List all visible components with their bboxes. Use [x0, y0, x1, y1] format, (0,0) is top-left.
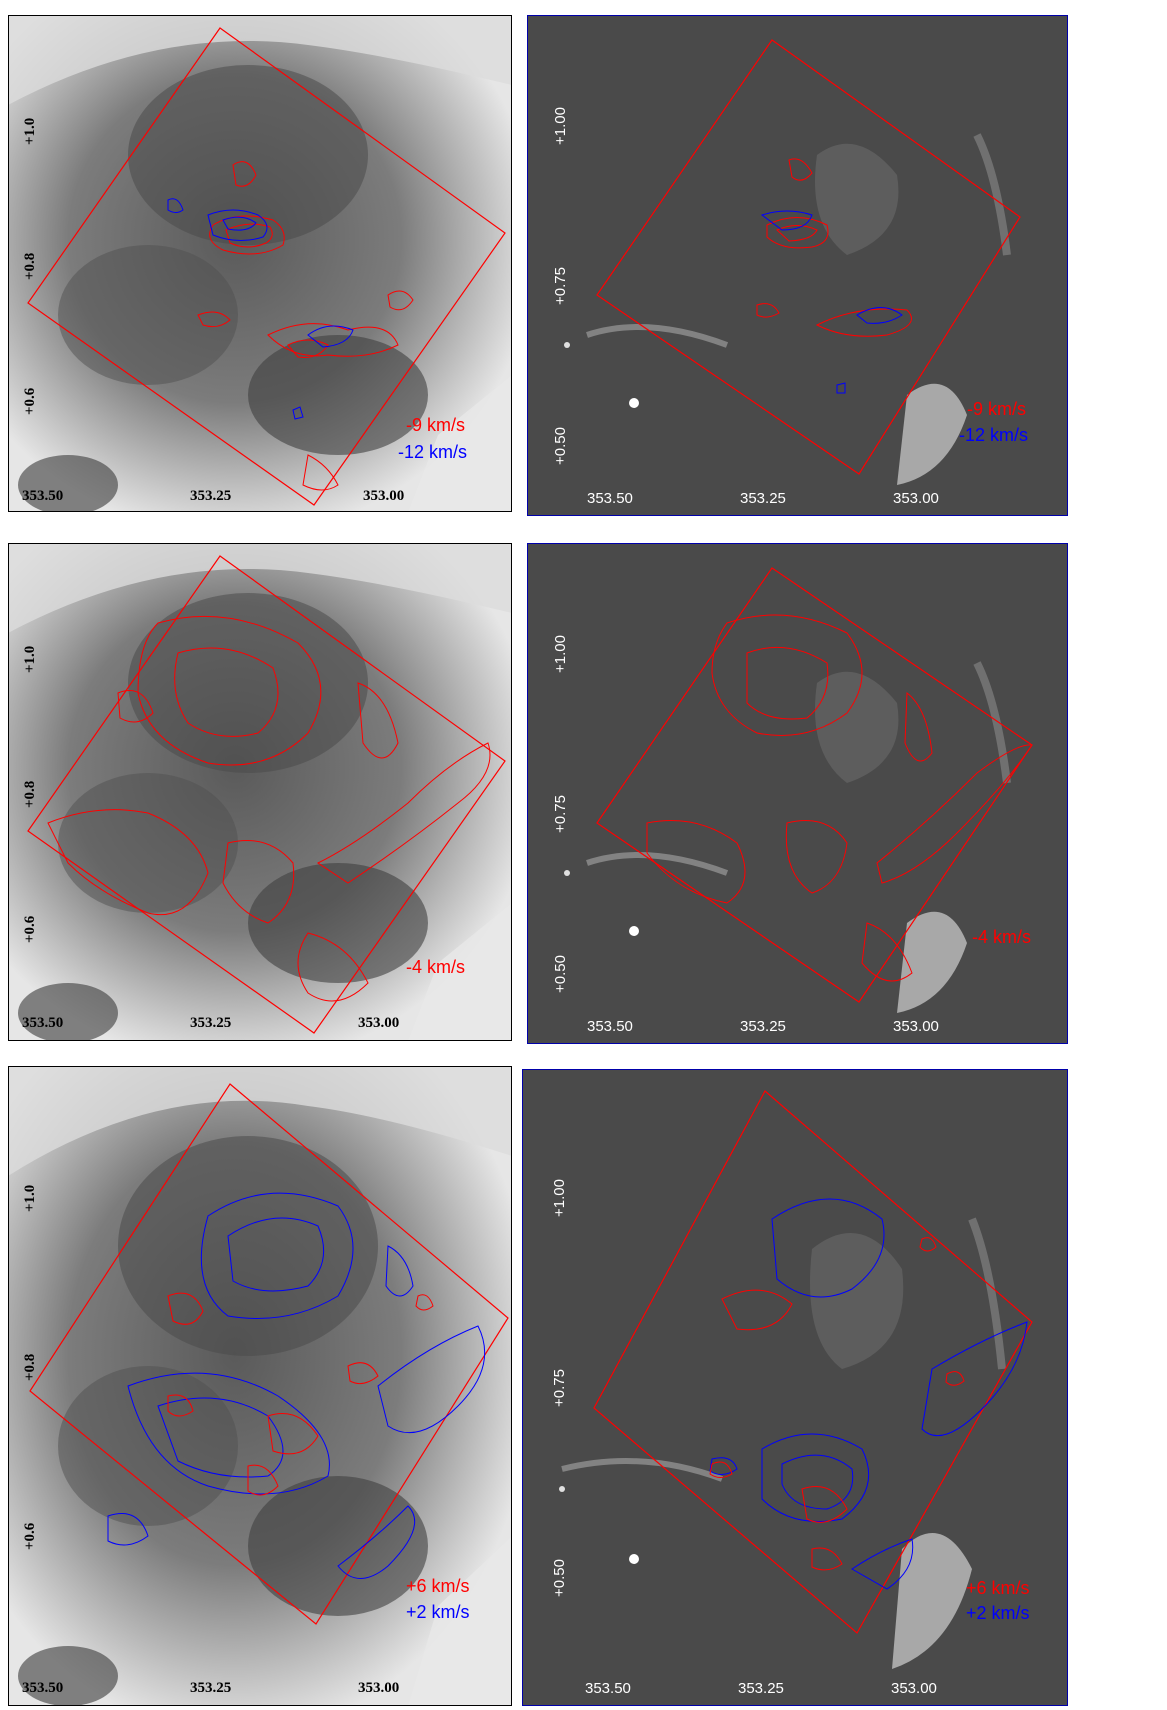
panel-row2-left: 353.50 353.25 353.00 +1.0 +0.8 +0.6 -4 k… [8, 543, 512, 1041]
red-contours [646, 614, 1033, 982]
y-tick-label: +0.8 [22, 253, 38, 280]
velocity-label-red: -4 km/s [972, 927, 1031, 947]
x-tick-label: 353.00 [893, 490, 939, 507]
survey-box [593, 1090, 1033, 1634]
infrared-map-row1: 353.50 353.25 353.00 +1.00 +0.75 +0.50 -… [527, 15, 1068, 516]
x-tick-label: 353.50 [22, 1680, 63, 1696]
optical-map-row1: 353.50 353.25 353.00 +1.0 +0.8 +0.6 -9 k… [8, 15, 512, 512]
velocity-label-red: -4 km/s [406, 957, 465, 977]
plot-frame [527, 15, 1068, 516]
infrared-background [522, 1069, 1068, 1706]
y-tick-label: +1.00 [552, 107, 569, 145]
panel-row1-left: 353.50 353.25 353.00 +1.0 +0.8 +0.6 -9 k… [8, 15, 512, 512]
panel-row2-right: 353.50 353.25 353.00 +1.00 +0.75 +0.50 -… [527, 543, 1068, 1044]
y-tick-label: +0.50 [551, 1559, 568, 1597]
x-tick-label: 353.50 [22, 1015, 63, 1031]
optical-map-row2: 353.50 353.25 353.00 +1.0 +0.8 +0.6 -4 k… [8, 543, 512, 1041]
y-tick-label: +1.0 [22, 646, 38, 673]
x-tick-label: 353.00 [893, 1018, 939, 1035]
blue-contours [107, 1192, 486, 1579]
y-tick-label: +1.00 [551, 1179, 568, 1217]
blue-contours [709, 1198, 1028, 1590]
red-contours [756, 158, 912, 337]
optical-map-row3: 353.50 353.25 353.00 +1.0 +0.8 +0.6 +6 k… [8, 1066, 512, 1706]
velocity-label-red: +6 km/s [966, 1578, 1030, 1598]
plot-frame [522, 1069, 1068, 1706]
survey-box [27, 555, 506, 1034]
x-tick-label: 353.25 [740, 490, 786, 507]
y-tick-label: +0.6 [22, 915, 38, 943]
x-tick-label: 353.00 [358, 1680, 399, 1696]
y-tick-label: +0.75 [552, 795, 569, 833]
velocity-label-red: -9 km/s [967, 399, 1026, 419]
red-contours [167, 1292, 434, 1496]
y-tick-label: +1.00 [552, 635, 569, 673]
x-tick-label: 353.50 [587, 1018, 633, 1035]
y-tick-label: +0.75 [551, 1369, 568, 1407]
x-tick-label: 353.25 [190, 488, 231, 504]
x-tick-label: 353.00 [363, 488, 404, 504]
blue-contours [167, 198, 354, 420]
plot-frame [527, 543, 1068, 1044]
x-tick-label: 353.25 [740, 1018, 786, 1035]
survey-box [596, 567, 1033, 1003]
survey-box [29, 1083, 509, 1625]
y-tick-label: +1.0 [22, 1185, 38, 1212]
y-tick-label: +0.75 [552, 267, 569, 305]
x-tick-label: 353.50 [22, 488, 63, 504]
panel-row1-right: 353.50 353.25 353.00 +1.00 +0.75 +0.50 -… [527, 15, 1068, 516]
panel-row3-left: 353.50 353.25 353.00 +1.0 +0.8 +0.6 +6 k… [8, 1066, 512, 1706]
blue-contours [760, 210, 903, 394]
velocity-label-blue: -12 km/s [959, 425, 1028, 445]
red-contours [197, 161, 414, 491]
y-tick-label: +0.50 [552, 955, 569, 993]
y-tick-label: +0.6 [22, 1522, 38, 1550]
red-contours [47, 615, 491, 1002]
x-tick-label: 353.25 [738, 1680, 784, 1697]
x-tick-label: 353.50 [585, 1680, 631, 1697]
infrared-map-row3: 353.50 353.25 353.00 +1.00 +0.75 +0.50 +… [522, 1069, 1068, 1706]
panel-row3-right: 353.50 353.25 353.00 +1.00 +0.75 +0.50 +… [522, 1069, 1068, 1706]
infrared-background [527, 543, 1068, 1044]
x-tick-label: 353.00 [358, 1015, 399, 1031]
plot-frame [8, 1066, 512, 1706]
y-tick-label: +1.0 [22, 118, 38, 145]
velocity-label-blue: +2 km/s [966, 1603, 1030, 1623]
velocity-label-blue: +2 km/s [406, 1602, 470, 1622]
y-tick-label: +0.8 [22, 1354, 38, 1381]
velocity-label-blue: -12 km/s [398, 442, 467, 462]
x-tick-label: 353.25 [190, 1015, 231, 1031]
y-tick-label: +0.50 [552, 427, 569, 465]
x-tick-label: 353.00 [891, 1680, 937, 1697]
velocity-label-red: -9 km/s [406, 415, 465, 435]
x-tick-label: 353.50 [587, 490, 633, 507]
plot-frame [8, 15, 512, 512]
y-tick-label: +0.8 [22, 781, 38, 808]
survey-box [596, 39, 1021, 475]
x-tick-label: 353.25 [190, 1680, 231, 1696]
red-contours [709, 1237, 965, 1571]
plot-frame [8, 543, 512, 1041]
y-tick-label: +0.6 [22, 387, 38, 415]
survey-box [27, 27, 506, 506]
infrared-map-row2: 353.50 353.25 353.00 +1.00 +0.75 +0.50 -… [527, 543, 1068, 1044]
velocity-label-red: +6 km/s [406, 1576, 470, 1596]
